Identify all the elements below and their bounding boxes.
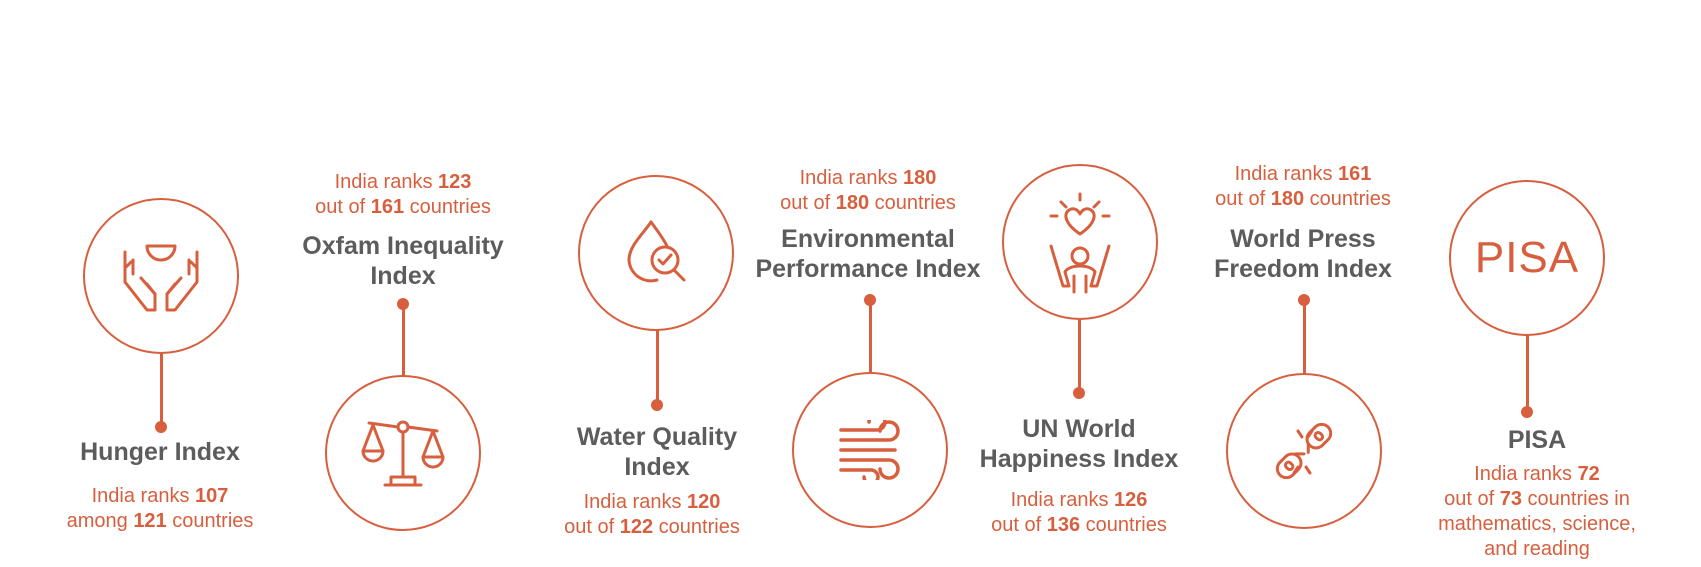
hands-bowl-icon xyxy=(123,244,199,312)
press-connector xyxy=(1303,300,1306,374)
environmental-rank: India ranks 180 out of 180 countries xyxy=(780,167,956,214)
wind-icon xyxy=(839,420,900,480)
hunger-connector xyxy=(160,352,163,425)
pisa-rank: India ranks 72 out of 73 countries in ma… xyxy=(1438,463,1636,560)
oxfam-connector xyxy=(402,304,405,376)
pisa-title: PISA xyxy=(1507,426,1567,454)
oxfam-icon-circle xyxy=(325,375,481,531)
happy-person-heart-icon xyxy=(1049,192,1111,294)
oxfam-rank: India ranks 123 out of 161 countries xyxy=(315,171,491,218)
environmental-title: Environmental Performance Index xyxy=(755,225,981,283)
environmental-connector xyxy=(869,300,872,373)
scales-icon xyxy=(361,420,445,487)
water-drop-magnifier-icon xyxy=(627,220,686,283)
happiness-rank: India ranks 126 out of 136 countries xyxy=(991,489,1167,536)
pisa-connector xyxy=(1526,334,1529,412)
water-rank: India ranks 120 out of 122 countries xyxy=(564,491,740,538)
water-title: Water Quality Index xyxy=(576,423,738,481)
oxfam-title: Oxfam Inequality Index xyxy=(302,232,504,290)
happiness-connector xyxy=(1078,318,1081,391)
happiness-dot xyxy=(1073,387,1085,399)
pisa-icon-circle: PISA xyxy=(1449,180,1605,336)
hunger-title: Hunger Index xyxy=(80,438,240,466)
happiness-icon-circle xyxy=(1002,164,1158,320)
water-icon-circle xyxy=(578,175,734,331)
pisa-logo: PISA xyxy=(1474,233,1580,282)
hunger-icon-circle xyxy=(83,198,239,354)
water-connector xyxy=(656,329,659,404)
hunger-dot xyxy=(155,421,167,433)
water-dot xyxy=(651,399,663,411)
press-icon-circle xyxy=(1226,373,1382,529)
broken-chain-icon xyxy=(1275,422,1333,480)
pisa-dot xyxy=(1521,406,1533,418)
happiness-title: UN World Happiness Index xyxy=(979,415,1179,473)
environmental-icon-circle xyxy=(792,372,948,528)
hunger-rank: India ranks 107 among 121 countries xyxy=(66,485,254,532)
press-rank: India ranks 161 out of 180 countries xyxy=(1215,163,1391,210)
press-title: World Press Freedom Index xyxy=(1214,225,1392,283)
